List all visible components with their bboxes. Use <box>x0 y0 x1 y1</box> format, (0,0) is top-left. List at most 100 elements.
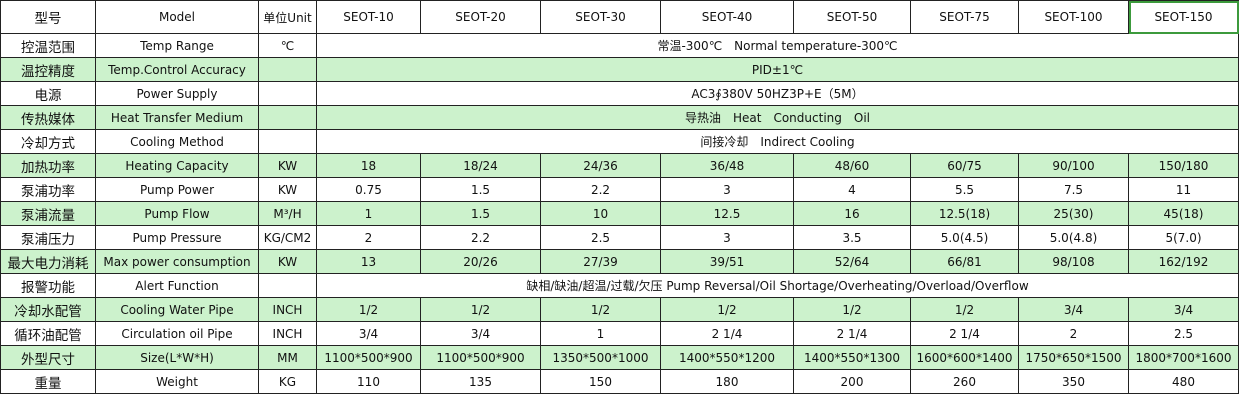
value-cell: 66/81 <box>910 249 1019 274</box>
value-cell: 48/60 <box>793 153 911 178</box>
value-cell: 2 <box>1018 321 1129 346</box>
row-label-zh: 泵浦功率 <box>0 177 96 202</box>
row-label-en: Max power consumption <box>95 249 259 274</box>
value-cell: 1/2 <box>316 297 421 322</box>
value-cell: 20/26 <box>420 249 541 274</box>
unit-cell: INCH <box>258 297 317 322</box>
unit-cell: MM <box>258 345 317 370</box>
table-row: 温控精度 Temp.Control Accuracy PID±1℃ <box>0 57 1239 82</box>
unit-cell: KG/CM2 <box>258 225 317 250</box>
table-row: 重量 Weight KG 110 135 150 180 200 260 350 480 <box>0 369 1239 394</box>
row-label-en: Weight <box>95 369 259 394</box>
unit-cell <box>258 57 317 82</box>
row-label-zh: 控温范围 <box>0 33 96 58</box>
row-label-en: Alert Function <box>95 273 259 298</box>
table-row: 电源 Power Supply AC3∮380V 50HZ3P+E（5M） <box>0 81 1239 106</box>
value-cell: 39/51 <box>660 249 794 274</box>
row-label-zh: 冷却水配管 <box>0 297 96 322</box>
table-row: 传热媒体 Heat Transfer Medium 导热油 Heat Conduct… <box>0 105 1239 130</box>
table-row: 泵浦流量 Pump Flow M³/H 1 1.5 10 12.5 16 12.5(18) 25(… <box>0 201 1239 226</box>
row-label-en: Temp Range <box>95 33 259 58</box>
value-cell: 36/48 <box>660 153 794 178</box>
value-cell: 3/4 <box>1018 297 1129 322</box>
value-cell: 2 1/4 <box>793 321 911 346</box>
row-label-zh: 泵浦压力 <box>0 225 96 250</box>
unit-cell: KW <box>258 249 317 274</box>
unit-cell: KW <box>258 177 317 202</box>
value-cell: 1400*550*1200 <box>660 345 794 370</box>
value-cell: 150/180 <box>1128 153 1239 178</box>
value-cell: 3.5 <box>793 225 911 250</box>
row-label-zh: 最大电力消耗 <box>0 249 96 274</box>
unit-cell <box>258 105 317 130</box>
value-cell: 0.75 <box>316 177 421 202</box>
header-cell: SEOT-40 <box>660 0 794 34</box>
value-cell: 10 <box>540 201 661 226</box>
value-cell: 7.5 <box>1018 177 1129 202</box>
value-cell: 3/4 <box>1128 297 1239 322</box>
unit-cell: KG <box>258 369 317 394</box>
header-row: 型号 Model 单位Unit SEOT-10 SEOT-20 SEOT-30 SEOT-4… <box>0 0 1239 34</box>
row-label-en: Cooling Method <box>95 129 259 154</box>
value-cell: 16 <box>793 201 911 226</box>
row-label-zh: 传热媒体 <box>0 105 96 130</box>
value-cell: 18 <box>316 153 421 178</box>
value-cell: 180 <box>660 369 794 394</box>
value-cell: 3/4 <box>316 321 421 346</box>
row-label-zh: 重量 <box>0 369 96 394</box>
value-cell: 3 <box>660 177 794 202</box>
header-cell: SEOT-20 <box>420 0 541 34</box>
value-cell: 98/108 <box>1018 249 1129 274</box>
row-label-zh: 加热功率 <box>0 153 96 178</box>
value-cell: 25(30) <box>1018 201 1129 226</box>
merged-cell: AC3∮380V 50HZ3P+E（5M） <box>316 81 1239 106</box>
value-cell: 90/100 <box>1018 153 1129 178</box>
value-cell: 350 <box>1018 369 1129 394</box>
value-cell: 2.5 <box>540 225 661 250</box>
row-label-zh: 外型尺寸 <box>0 345 96 370</box>
value-cell: 11 <box>1128 177 1239 202</box>
table-row: 最大电力消耗 Max power consumption KW 13 20/26 27/3… <box>0 249 1239 274</box>
header-cell: Model <box>95 0 259 34</box>
value-cell: 12.5 <box>660 201 794 226</box>
header-cell: SEOT-10 <box>316 0 421 34</box>
row-label-zh: 冷却方式 <box>0 129 96 154</box>
value-cell: 260 <box>910 369 1019 394</box>
table-row: 冷却方式 Cooling Method 间接冷却 Indirect Cooling <box>0 129 1239 154</box>
value-cell: 27/39 <box>540 249 661 274</box>
header-cell: SEOT-75 <box>910 0 1019 34</box>
header-cell: SEOT-150 <box>1128 0 1239 34</box>
table-body: 型号 Model 单位Unit SEOT-10 SEOT-20 SEOT-30 SEOT-4… <box>0 0 1239 394</box>
row-label-zh: 报警功能 <box>0 273 96 298</box>
header-cell: 单位Unit <box>258 0 317 34</box>
unit-cell: M³/H <box>258 201 317 226</box>
row-label-en: Pump Flow <box>95 201 259 226</box>
value-cell: 2.2 <box>420 225 541 250</box>
value-cell: 3/4 <box>420 321 541 346</box>
value-cell: 52/64 <box>793 249 911 274</box>
value-cell: 162/192 <box>1128 249 1239 274</box>
row-label-en: Heat Transfer Medium <box>95 105 259 130</box>
header-cell: SEOT-50 <box>793 0 911 34</box>
table-row: 泵浦功率 Pump Power KW 0.75 1.5 2.2 3 4 5.5 7.5 11 <box>0 177 1239 202</box>
value-cell: 1/2 <box>910 297 1019 322</box>
table-row: 控温范围 Temp Range ℃ 常温-300℃ Normal temperatur… <box>0 33 1239 58</box>
value-cell: 1400*550*1300 <box>793 345 911 370</box>
value-cell: 1.5 <box>420 201 541 226</box>
unit-cell <box>258 81 317 106</box>
row-label-en: Cooling Water Pipe <box>95 297 259 322</box>
value-cell: 13 <box>316 249 421 274</box>
value-cell: 1/2 <box>793 297 911 322</box>
merged-cell: 导热油 Heat Conducting Oil <box>316 105 1239 130</box>
unit-cell: ℃ <box>258 33 317 58</box>
row-label-zh: 温控精度 <box>0 57 96 82</box>
value-cell: 1 <box>316 201 421 226</box>
merged-cell: 间接冷却 Indirect Cooling <box>316 129 1239 154</box>
value-cell: 1.5 <box>420 177 541 202</box>
table-row: 冷却水配管 Cooling Water Pipe INCH 1/2 1/2 1/2 1/2 1… <box>0 297 1239 322</box>
value-cell: 2 <box>316 225 421 250</box>
value-cell: 1100*500*900 <box>316 345 421 370</box>
value-cell: 3 <box>660 225 794 250</box>
value-cell: 480 <box>1128 369 1239 394</box>
